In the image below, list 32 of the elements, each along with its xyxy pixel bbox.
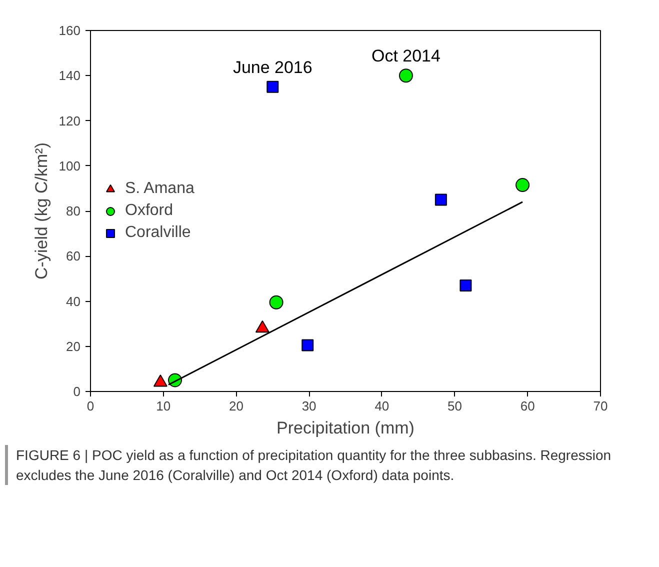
- y-tick-label: 100: [58, 158, 81, 174]
- x-tick-label: 0: [86, 398, 94, 414]
- y-tick-label: 140: [58, 68, 81, 84]
- y-tick-label: 60: [66, 248, 81, 264]
- point: [434, 194, 447, 206]
- y-axis-title: C-yield (kg C/km²): [32, 142, 51, 280]
- point: [266, 80, 279, 93]
- x-tick-label: 40: [374, 398, 390, 414]
- point: [398, 68, 413, 83]
- x-axis-title: Precipitation (mm): [276, 418, 414, 438]
- legend-label: Oxford: [125, 202, 174, 220]
- y-tick-label: 20: [66, 338, 81, 354]
- legend-label: Coralville: [125, 224, 191, 242]
- y-tick-label: 80: [66, 204, 81, 218]
- point: [302, 339, 314, 352]
- legend-label: S. Amana: [125, 180, 194, 198]
- y-tick-label: 0: [73, 384, 81, 399]
- point: [460, 279, 472, 292]
- annotation: June 2016: [232, 58, 312, 77]
- y-tick-label: 120: [58, 113, 81, 128]
- x-tick-label: 60: [520, 398, 535, 414]
- point: [269, 295, 284, 310]
- x-tick-label: 70: [593, 398, 608, 414]
- y-tick-label: 40: [66, 294, 81, 309]
- x-tick-label: 20: [228, 398, 244, 414]
- caption: FIGURE 6 | POC yield as a function of precipitation quantity for the three subbasins. Regression excludes the June 2016 (Coralville) and Oct 2014 (Oxford) data points.: [16, 446, 612, 485]
- y-tick-label: 160: [58, 23, 81, 38]
- x-tick-label: 50: [448, 398, 462, 414]
- point: [516, 178, 530, 192]
- annotation: Oct 2014: [371, 46, 440, 66]
- x-tick-label: 10: [156, 398, 171, 414]
- x-tick-label: 30: [302, 398, 316, 414]
